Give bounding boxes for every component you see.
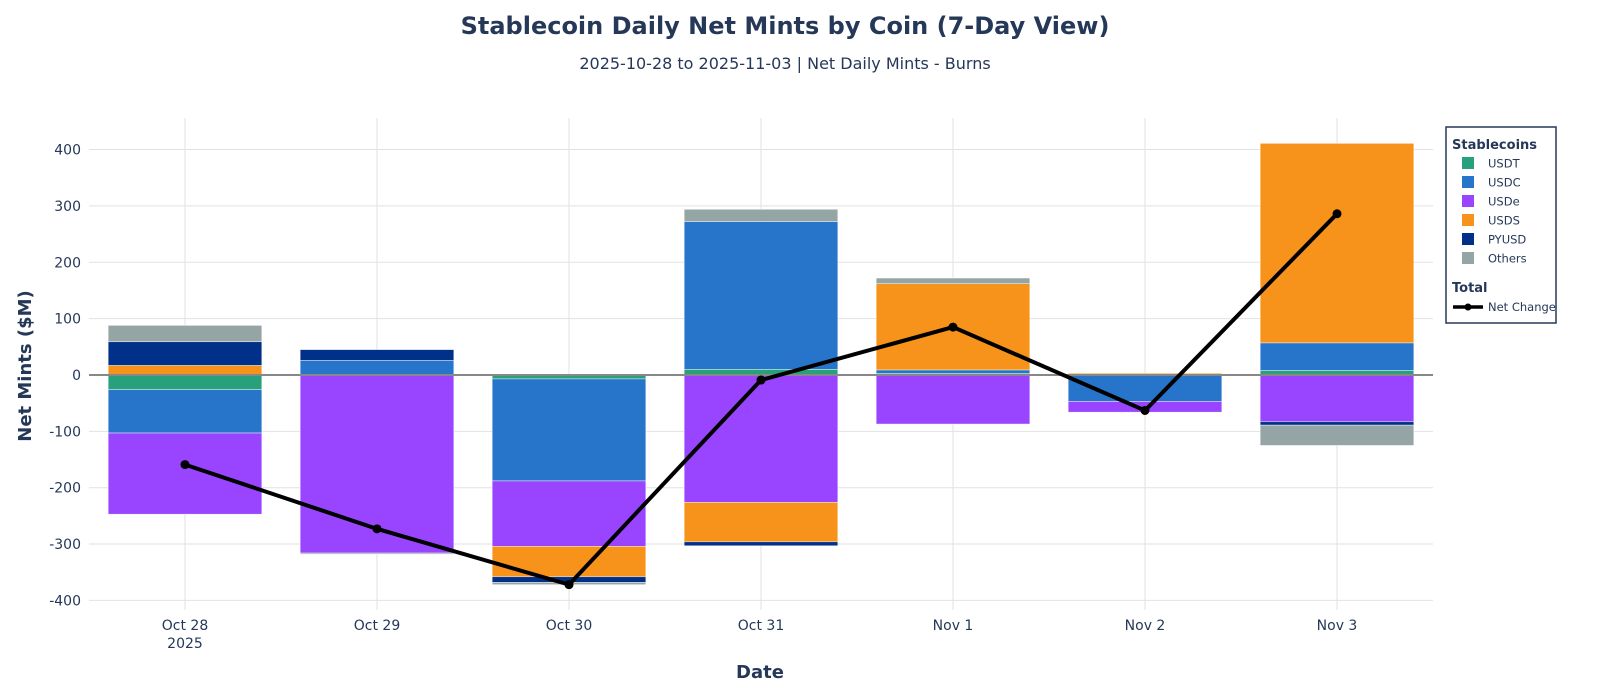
bar-segment-usde [491, 480, 647, 547]
y-tick-label: 400 [54, 143, 81, 159]
bar-segment-others [875, 277, 1031, 284]
x-tick-label: Oct 30 [546, 618, 592, 634]
legend-item-net-change[interactable]: Net Change [1453, 300, 1556, 314]
y-tick-label: 0 [72, 368, 81, 384]
chart-title: Stablecoin Daily Net Mints by Coin (7-Da… [461, 12, 1110, 40]
bar-segment-usdc [683, 221, 839, 370]
bar-segment-others [107, 325, 263, 343]
bar-segment-usdc [1259, 342, 1415, 371]
bar-segment-others [299, 552, 455, 555]
bar-segment-usde [1259, 374, 1415, 423]
bar-segment-pyusd [107, 341, 263, 366]
legend-swatch-usdt [1462, 157, 1474, 169]
bar-segment-usds [107, 365, 263, 376]
bar-segment-usds [1259, 143, 1415, 344]
y-tick-label: 100 [54, 312, 81, 328]
legend-swatch-pyusd [1462, 233, 1474, 245]
bar-segment-pyusd [299, 349, 455, 361]
net-change-point [756, 375, 766, 385]
x-tick-label: Nov 3 [1317, 618, 1358, 634]
bar-segment-usde [683, 374, 839, 503]
legend-label-usds: USDS [1488, 214, 1520, 228]
net-change-point [180, 460, 190, 470]
x-axis-title: Date [736, 662, 784, 683]
y-tick-label: -200 [49, 481, 81, 497]
y-tick-label: 300 [54, 199, 81, 215]
net-change-point [948, 322, 958, 332]
bar-segment-usdt [107, 374, 263, 390]
legend-label-usdc: USDC [1488, 176, 1521, 190]
x-tick-year-label: 2025 [167, 636, 203, 652]
bar-segment-usdc [491, 378, 647, 482]
x-tick-label: Oct 28 [162, 618, 208, 634]
y-axis-title: Net Mints ($M) [15, 290, 36, 442]
bar-segment-others [683, 208, 839, 222]
chart-subtitle: 2025-10-28 to 2025-11-03 | Net Daily Min… [579, 54, 990, 73]
y-tick-label: 200 [54, 255, 81, 271]
net-change-point [1140, 405, 1150, 415]
y-tick-label: -100 [49, 424, 81, 440]
y-axis-ticks: -400 -300 -200 -100 0 100 200 300 400 [49, 143, 81, 610]
x-tick-label: Nov 1 [933, 618, 974, 634]
legend-label-others: Others [1488, 252, 1527, 266]
net-change-point [1332, 209, 1342, 219]
bars [107, 143, 1415, 585]
x-tick-label: Nov 2 [1125, 618, 1166, 634]
legend-swatch-usdc [1462, 176, 1474, 188]
x-tick-label: Oct 31 [738, 618, 784, 634]
legend-label: Net Change [1488, 300, 1556, 314]
net-change-point [372, 524, 382, 534]
bar-segment-usdc [299, 360, 455, 376]
bar-segment-usde [299, 374, 455, 554]
legend-group-stablecoins: Stablecoins [1452, 138, 1537, 153]
legend: Stablecoins USDTUSDCUSDeUSDSPYUSDOthers … [1445, 126, 1557, 324]
net-change-line [180, 209, 1342, 590]
bar-segment-usdc [875, 369, 1031, 374]
bar-segment-usds [491, 546, 647, 578]
legend-label-pyusd: PYUSD [1488, 233, 1526, 247]
y-tick-label: -300 [49, 537, 81, 553]
y-tick-label: -400 [49, 593, 81, 609]
x-axis-ticks: Oct 28 Oct 29 Oct 30 Oct 31 Nov 1 Nov 2 Nov 3 2… [162, 618, 1358, 652]
legend-label-usdt: USDT [1488, 157, 1521, 171]
bar-segment-usde [107, 432, 263, 515]
bar-segment-pyusd [683, 541, 839, 547]
bar-segment-others [1259, 424, 1415, 446]
legend-swatch-usde [1462, 195, 1474, 207]
x-tick-label: Oct 29 [354, 618, 400, 634]
bar-segment-usds [683, 502, 839, 543]
bar-segment-usde [875, 374, 1031, 425]
legend-label-usde: USDe [1488, 195, 1520, 209]
bar-segment-pyusd [1259, 421, 1415, 426]
legend-swatch-usds [1462, 214, 1474, 226]
legend-group-total: Total [1452, 281, 1488, 296]
legend-swatch-others [1462, 252, 1474, 264]
net-change-point [564, 580, 574, 590]
bar-segment-usdc [107, 389, 263, 434]
